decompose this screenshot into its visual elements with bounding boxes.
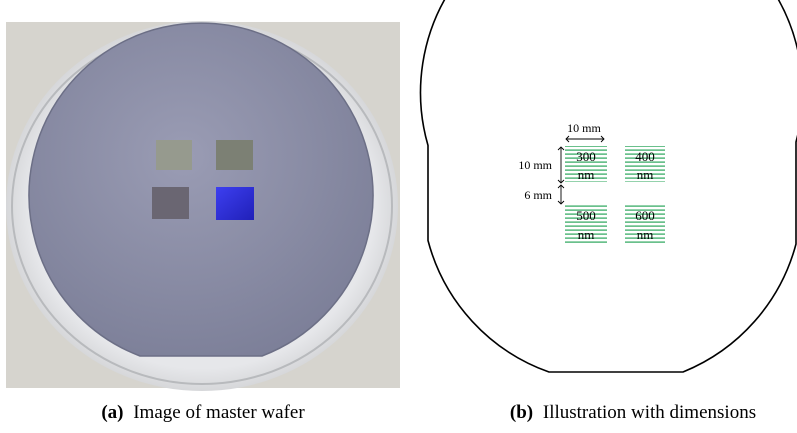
wafer-outline (421, 0, 797, 372)
caption-label: (b) (510, 402, 533, 423)
square-unit: nm (637, 167, 654, 182)
page: 10 mm 10 mm 6 mm 300 nm 400 nm 500 nm 60… (0, 0, 797, 433)
width-label: 10 mm (567, 121, 601, 135)
caption-label: (a) (101, 402, 123, 423)
photo (6, 21, 400, 391)
square-value: 300 (576, 149, 596, 164)
square-value: 500 (576, 208, 596, 223)
gap-label: 6 mm (524, 188, 552, 202)
caption-a: (a) Image of master wafer (101, 402, 305, 423)
caption-text: Image of master wafer (133, 402, 305, 423)
figure: 10 mm 10 mm 6 mm 300 nm 400 nm 500 nm 60… (0, 0, 797, 433)
square-unit: nm (637, 227, 654, 242)
square-value: 400 (635, 149, 655, 164)
square-unit: nm (578, 167, 595, 182)
caption-b: (b) Illustration with dimensions (510, 402, 756, 423)
square-value: 600 (635, 208, 655, 223)
illustration: 10 mm 10 mm 6 mm 300 nm 400 nm 500 nm 60… (421, 0, 797, 372)
height-label: 10 mm (518, 158, 552, 172)
square-unit: nm (578, 227, 595, 242)
caption-text: Illustration with dimensions (543, 402, 756, 423)
